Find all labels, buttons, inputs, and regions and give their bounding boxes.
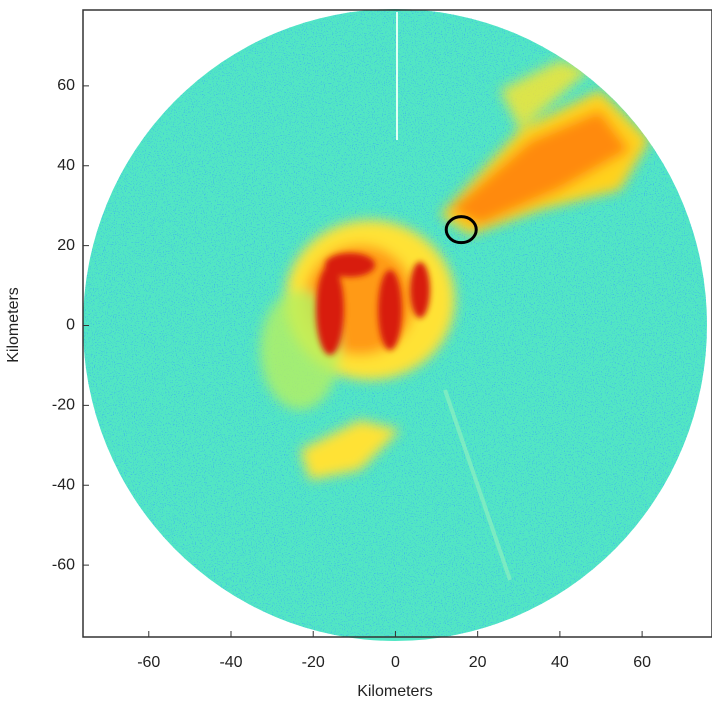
y-tick-label: 40 xyxy=(57,157,75,174)
x-tick-label: 40 xyxy=(551,654,569,671)
x-tick-label: -20 xyxy=(302,654,325,671)
x-tick-label: 0 xyxy=(391,654,400,671)
x-axis-label: Kilometers xyxy=(357,683,433,700)
chart: Kilometers Kilometers -60 -40 -20 0 20 40 60 -6… xyxy=(0,0,712,704)
y-tick-label: 20 xyxy=(57,237,75,254)
y-tick-label: 60 xyxy=(57,77,75,94)
x-tick-label: 20 xyxy=(469,654,487,671)
y-axis-label: Kilometers xyxy=(5,287,22,363)
y-tick-label: -40 xyxy=(52,476,75,493)
x-tick-label: -40 xyxy=(219,654,242,671)
x-tick-label: -60 xyxy=(137,654,160,671)
y-tick-label: -20 xyxy=(52,397,75,414)
x-tick-label: 60 xyxy=(633,654,651,671)
y-tick-label: 0 xyxy=(66,317,75,334)
y-tick-label: -60 xyxy=(52,556,75,573)
radar-image xyxy=(83,9,712,641)
